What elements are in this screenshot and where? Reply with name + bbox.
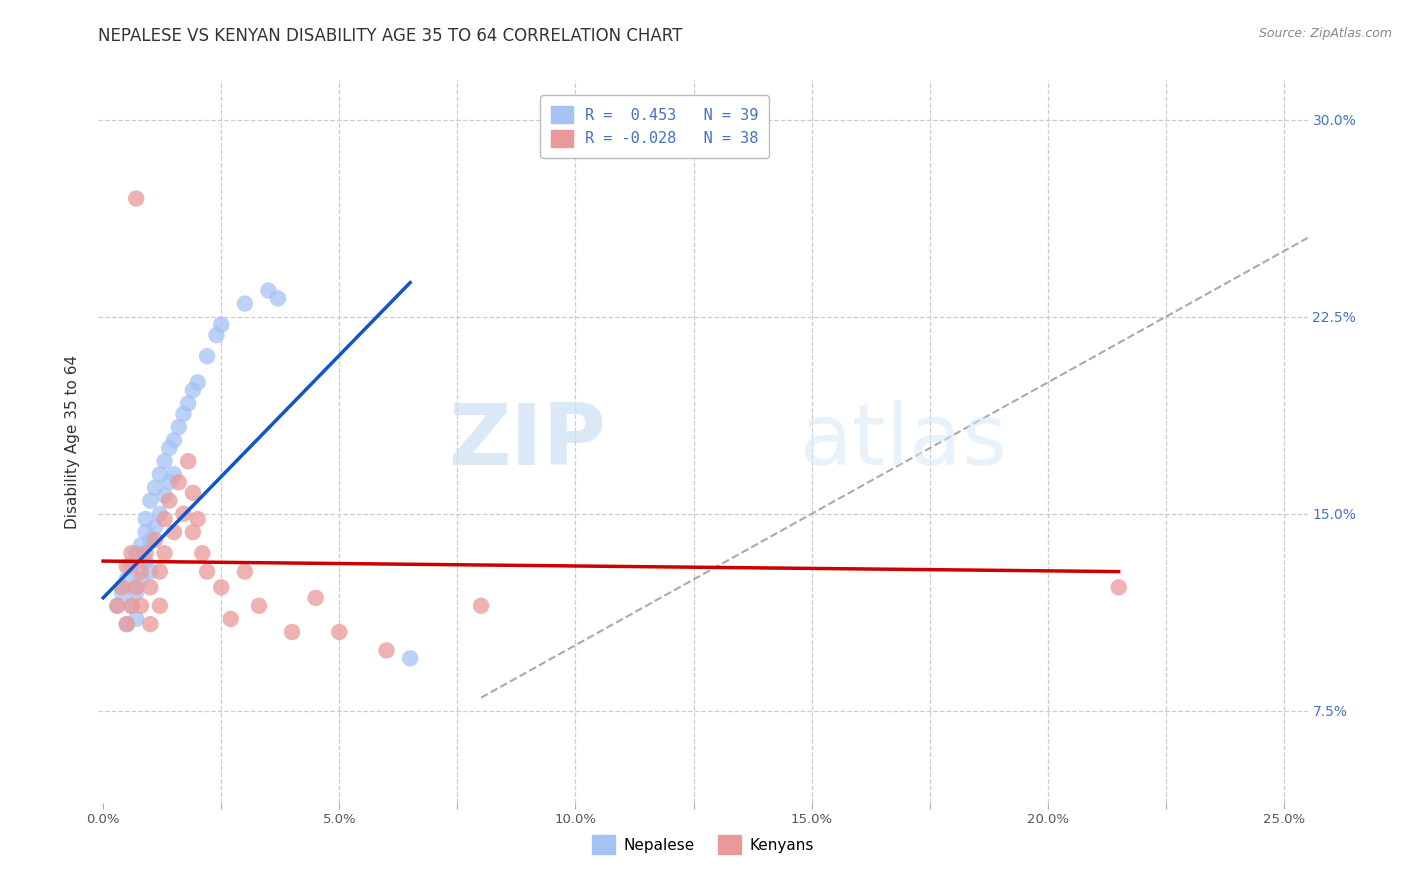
- Point: [172, 407, 194, 421]
- Point: [121, 559, 143, 574]
- Point: [177, 454, 200, 468]
- Point: [121, 599, 143, 613]
- Point: [105, 599, 128, 613]
- Text: Source: ZipAtlas.com: Source: ZipAtlas.com: [1258, 27, 1392, 40]
- Point: [167, 420, 190, 434]
- Text: atlas: atlas: [800, 400, 1008, 483]
- Point: [163, 525, 186, 540]
- Point: [153, 512, 176, 526]
- Y-axis label: Disability Age 35 to 64: Disability Age 35 to 64: [65, 354, 80, 529]
- Point: [135, 546, 157, 560]
- Point: [149, 565, 172, 579]
- Point: [129, 565, 152, 579]
- Point: [247, 599, 270, 613]
- Legend: Nepalese, Kenyans: Nepalese, Kenyans: [585, 830, 821, 860]
- Point: [111, 580, 134, 594]
- Point: [167, 475, 190, 490]
- Point: [195, 565, 218, 579]
- Point: [115, 617, 138, 632]
- Point: [135, 554, 157, 568]
- Point: [1108, 580, 1130, 594]
- Point: [157, 475, 180, 490]
- Point: [163, 434, 186, 448]
- Point: [121, 599, 143, 613]
- Point: [177, 396, 200, 410]
- Point: [187, 512, 209, 526]
- Point: [135, 525, 157, 540]
- Point: [125, 612, 148, 626]
- Point: [195, 349, 218, 363]
- Point: [172, 507, 194, 521]
- Point: [181, 525, 204, 540]
- Point: [281, 625, 304, 640]
- Point: [143, 481, 166, 495]
- Point: [139, 580, 162, 594]
- Point: [219, 612, 242, 626]
- Point: [139, 565, 162, 579]
- Point: [149, 467, 172, 482]
- Point: [139, 617, 162, 632]
- Point: [257, 284, 280, 298]
- Point: [143, 520, 166, 534]
- Point: [125, 192, 148, 206]
- Point: [111, 585, 134, 599]
- Point: [121, 546, 143, 560]
- Point: [181, 384, 204, 398]
- Point: [153, 488, 176, 502]
- Point: [139, 533, 162, 547]
- Point: [305, 591, 328, 605]
- Text: ZIP: ZIP: [449, 400, 606, 483]
- Point: [149, 599, 172, 613]
- Point: [205, 328, 228, 343]
- Point: [157, 441, 180, 455]
- Point: [157, 493, 180, 508]
- Point: [163, 467, 186, 482]
- Point: [125, 585, 148, 599]
- Point: [233, 296, 256, 310]
- Point: [129, 538, 152, 552]
- Point: [115, 559, 138, 574]
- Point: [209, 580, 232, 594]
- Point: [135, 512, 157, 526]
- Point: [129, 599, 152, 613]
- Point: [187, 376, 209, 390]
- Point: [115, 617, 138, 632]
- Point: [129, 573, 152, 587]
- Point: [125, 580, 148, 594]
- Point: [191, 546, 214, 560]
- Text: NEPALESE VS KENYAN DISABILITY AGE 35 TO 64 CORRELATION CHART: NEPALESE VS KENYAN DISABILITY AGE 35 TO …: [98, 27, 683, 45]
- Point: [153, 454, 176, 468]
- Point: [105, 599, 128, 613]
- Point: [125, 546, 148, 560]
- Point: [139, 493, 162, 508]
- Point: [153, 546, 176, 560]
- Point: [149, 507, 172, 521]
- Point: [181, 485, 204, 500]
- Point: [375, 643, 398, 657]
- Point: [233, 565, 256, 579]
- Point: [115, 573, 138, 587]
- Point: [209, 318, 232, 332]
- Point: [267, 291, 290, 305]
- Point: [328, 625, 350, 640]
- Point: [143, 533, 166, 547]
- Point: [470, 599, 492, 613]
- Point: [399, 651, 422, 665]
